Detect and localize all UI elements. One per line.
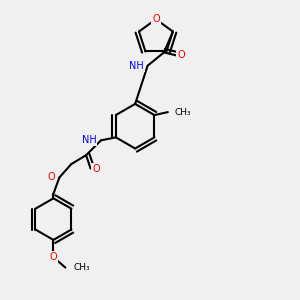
Text: O: O: [47, 172, 55, 182]
Text: O: O: [50, 252, 57, 262]
Text: CH₃: CH₃: [74, 263, 90, 272]
Text: NH: NH: [129, 61, 144, 71]
Text: O: O: [92, 164, 100, 174]
Text: NH: NH: [82, 135, 97, 145]
Text: O: O: [152, 14, 160, 24]
Text: O: O: [177, 50, 185, 60]
Text: CH₃: CH₃: [174, 108, 191, 117]
